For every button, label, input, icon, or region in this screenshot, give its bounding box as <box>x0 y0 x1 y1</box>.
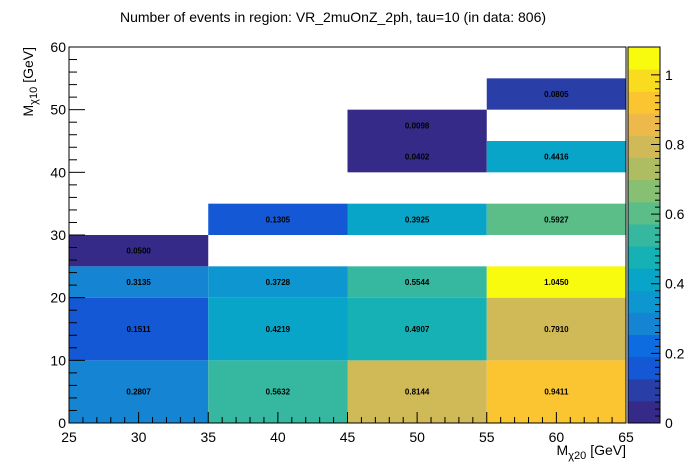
palette-swatch <box>628 356 660 380</box>
cell-value-label: 0.3135 <box>126 278 151 287</box>
palette-swatch <box>628 201 660 225</box>
y-tick-label: 10 <box>50 352 66 368</box>
x-tick-label: 40 <box>270 429 286 445</box>
heatmap-cell <box>347 203 487 235</box>
y-axis-title-unit: [GeV] <box>20 47 36 83</box>
cell-value-label: 0.5927 <box>544 215 569 224</box>
cell-value-label: 0.9411 <box>544 388 569 397</box>
palette-swatch <box>628 113 660 136</box>
x-axis-title-main: M <box>557 442 569 458</box>
cell-value-labels: 0.2807 0.5632 0.8144 0.9411 0.1511 0.4219 0.49… <box>126 90 569 397</box>
z-tick-label: 0.2 <box>665 345 685 361</box>
x-axis-title: Mχ20 [GeV] <box>557 442 626 462</box>
cell-value-label: 0.7910 <box>544 325 569 334</box>
z-tick-label: 0 <box>665 415 673 431</box>
cell-value-label: 0.0402 <box>405 153 430 162</box>
z-tick-label: 0.8 <box>665 136 685 152</box>
x-tick-label: 35 <box>200 429 216 445</box>
cell-value-label: 0.4907 <box>405 325 430 334</box>
x-tick-label: 30 <box>131 429 147 445</box>
x-tick-label: 55 <box>479 429 495 445</box>
heatmap-cell <box>208 203 348 235</box>
cell-value-label: 0.8144 <box>405 388 430 397</box>
cell-value-label: 0.5632 <box>266 388 291 397</box>
x-tick-label: 50 <box>409 429 425 445</box>
x-axis-title-unit: [GeV] <box>590 442 626 458</box>
cell-value-label: 0.5544 <box>405 278 430 287</box>
palette-swatch <box>628 157 660 181</box>
y-tick-label: 50 <box>50 102 66 118</box>
y-axis-title-main: M <box>20 105 36 117</box>
y-tick-label: 0 <box>58 415 66 431</box>
cell-value-label: 1.0450 <box>544 278 569 287</box>
heatmap-cell <box>486 78 626 110</box>
z-axis: 0 0.2 0.4 0.6 0.8 1 <box>651 67 685 431</box>
heatmap-cell <box>347 266 487 298</box>
cell-value-label: 0.3728 <box>266 278 291 287</box>
palette-swatch <box>628 223 660 247</box>
z-tick-label: 0.4 <box>665 276 685 292</box>
heatmap-cell <box>347 109 487 141</box>
y-axis-title: Mχ10 [GeV] <box>20 47 40 116</box>
heatmap-cell <box>347 141 487 173</box>
heatmap-cell <box>208 266 348 298</box>
heatmap-cell <box>69 297 209 361</box>
cell-value-label: 0.4416 <box>544 153 569 162</box>
palette-swatch <box>628 246 660 269</box>
palette-swatch <box>628 47 660 70</box>
heatmap-cells <box>69 78 626 423</box>
cell-value-label: 0.1511 <box>127 325 152 334</box>
cell-value-label: 0.0098 <box>405 121 430 130</box>
cell-value-label: 0.4219 <box>266 325 291 334</box>
cell-value-label: 0.1305 <box>266 215 291 224</box>
palette-swatch <box>628 400 660 424</box>
palette-swatch <box>628 135 660 159</box>
palette-swatch <box>628 290 660 313</box>
palette-swatch <box>628 91 660 114</box>
cell-value-label: 0.2807 <box>126 388 151 397</box>
x-axis-title-subscript: χ20 <box>568 450 586 462</box>
z-tick-label: 0.6 <box>665 206 685 222</box>
cell-value-label: 0.0805 <box>544 90 569 99</box>
chart-title: Number of events in region: VR_2muOnZ_2p… <box>120 9 546 25</box>
color-palette <box>628 47 660 424</box>
heatmap-cell <box>486 266 626 298</box>
palette-swatch <box>628 268 660 291</box>
y-tick-label: 60 <box>50 39 66 55</box>
heatmap-cell <box>486 297 626 361</box>
y-tick-label: 40 <box>50 164 66 180</box>
y-axis-title-subscript: χ10 <box>28 87 40 105</box>
x-axis: 25 30 35 40 45 50 55 60 65 <box>61 412 634 445</box>
palette-swatch <box>628 179 660 203</box>
x-tick-label: 60 <box>549 429 565 445</box>
x-tick-label: 65 <box>618 429 634 445</box>
heatmap-cell <box>69 235 209 267</box>
cell-value-label: 0.3925 <box>405 215 430 224</box>
palette-swatch <box>628 312 660 336</box>
heatmap-cell <box>347 297 487 361</box>
y-tick-label: 30 <box>50 227 66 243</box>
heatmap-cell <box>486 203 626 235</box>
x-tick-label: 45 <box>340 429 356 445</box>
heatmap-cell <box>208 297 348 361</box>
heatmap-cell <box>486 141 626 173</box>
palette-swatch <box>628 378 660 402</box>
y-tick-label: 20 <box>50 290 66 306</box>
heatmap-cell <box>69 266 209 298</box>
z-tick-label: 1 <box>665 67 673 83</box>
x-tick-label: 25 <box>61 429 77 445</box>
cell-value-label: 0.0500 <box>126 247 151 256</box>
palette-swatch <box>628 334 660 358</box>
y-axis: 0 10 20 30 40 50 60 <box>50 39 85 431</box>
